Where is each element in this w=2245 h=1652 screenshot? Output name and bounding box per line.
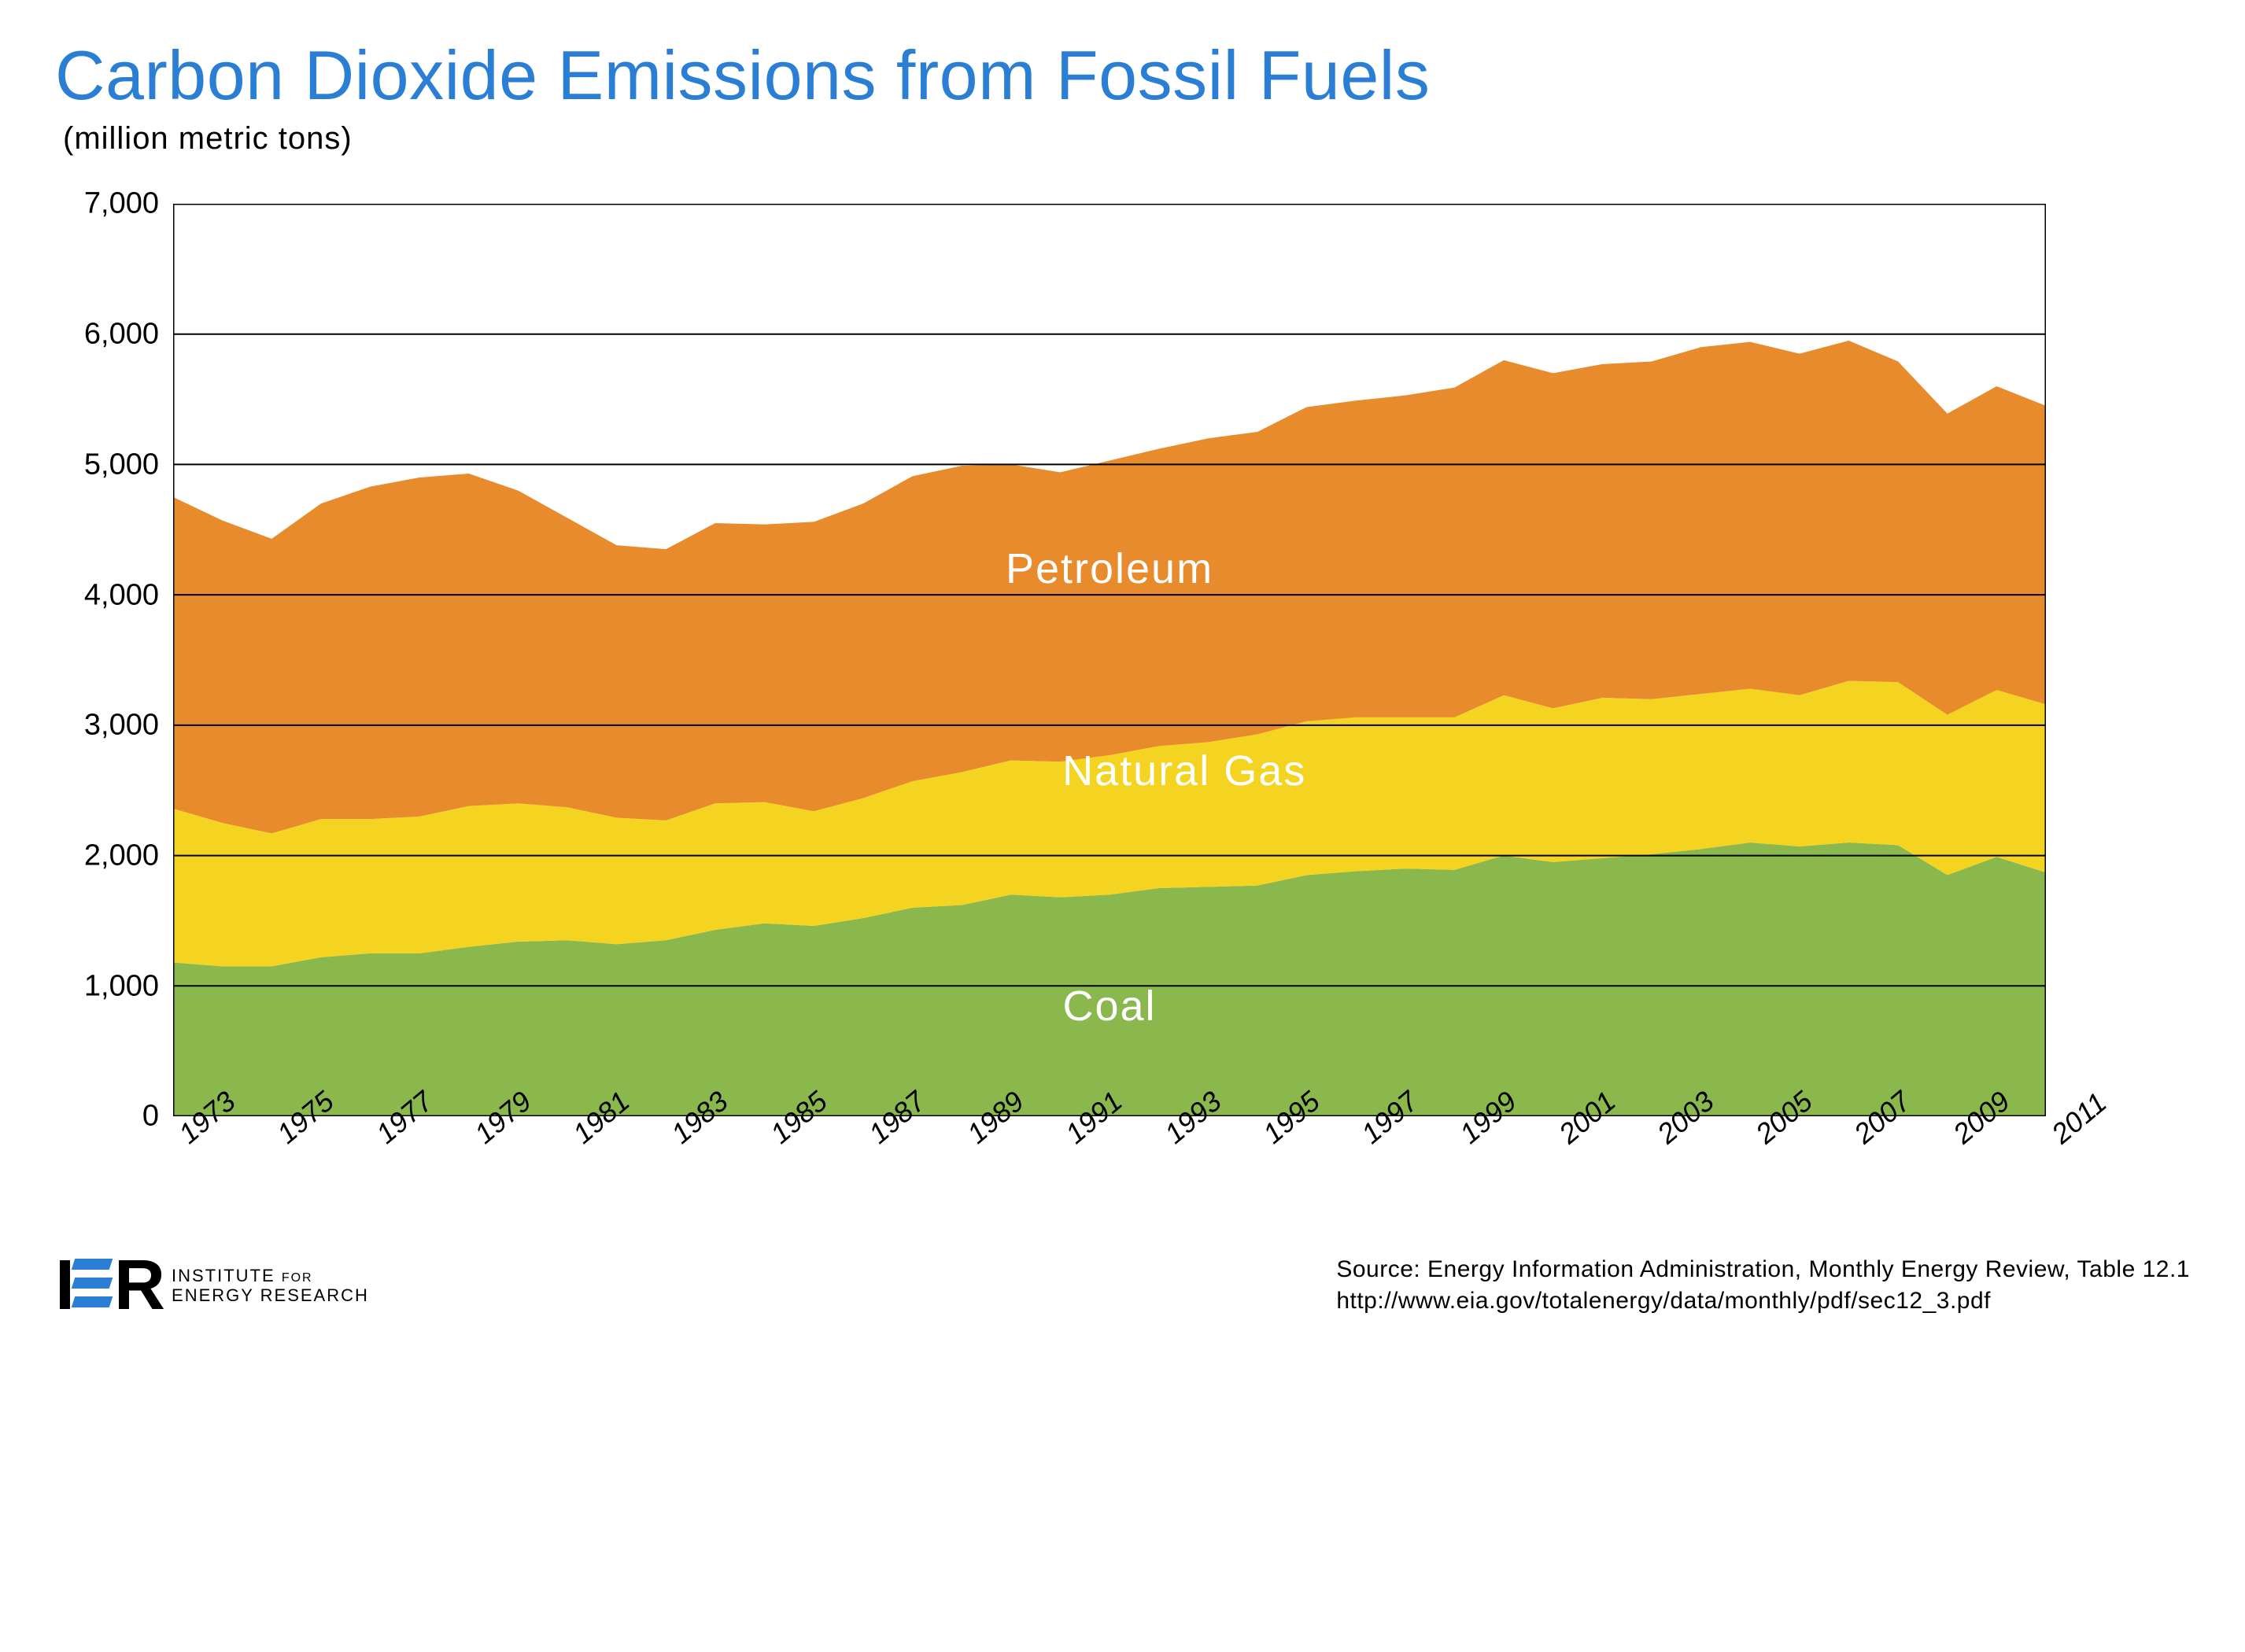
source-line2: http://www.eia.gov/totalenergy/data/mont… — [1336, 1285, 2190, 1318]
y-tick-label: 6,000 — [84, 318, 173, 352]
logo-text-for: FOR — [282, 1271, 313, 1285]
y-tick-label: 5,000 — [84, 448, 173, 481]
y-tick-label: 3,000 — [84, 709, 173, 743]
y-tick-label: 2,000 — [84, 839, 173, 872]
stacked-area-chart — [173, 204, 2046, 1116]
logo-mark: I R — [55, 1250, 161, 1321]
series-label-natural-gas: Natural Gas — [1062, 747, 1306, 795]
series-label-petroleum: Petroleum — [1006, 544, 1213, 593]
y-tick-label: 0 — [142, 1100, 173, 1134]
source-citation: Source: Energy Information Administratio… — [1336, 1254, 2190, 1318]
chart-title: Carbon Dioxide Emissions from Fossil Fue… — [55, 39, 2190, 112]
y-tick-label: 4,000 — [84, 578, 173, 612]
logo-text: INSTITUTE FOR ENERGY RESEARCH — [172, 1266, 369, 1306]
x-tick-label: 2011 — [2045, 1086, 2113, 1151]
footer: I R INSTITUTE FOR ENERGY RESEARCH Source… — [55, 1250, 2190, 1321]
logo-bars-icon — [73, 1259, 111, 1312]
y-tick-label: 7,000 — [84, 187, 173, 221]
chart-subtitle: (million metric tons) — [63, 121, 2190, 157]
source-line1: Source: Energy Information Administratio… — [1336, 1254, 2190, 1286]
chart-area: 01,0002,0003,0004,0005,0006,0007,0001973… — [173, 204, 2046, 1116]
series-label-coal: Coal — [1062, 982, 1156, 1031]
y-tick-label: 1,000 — [84, 969, 173, 1003]
logo-letter-r: R — [114, 1250, 161, 1321]
ier-logo: I R INSTITUTE FOR ENERGY RESEARCH — [55, 1250, 369, 1321]
logo-text-line1: INSTITUTE — [172, 1266, 275, 1285]
logo-letter-i: I — [55, 1250, 70, 1321]
logo-text-line2: ENERGY RESEARCH — [172, 1285, 369, 1305]
